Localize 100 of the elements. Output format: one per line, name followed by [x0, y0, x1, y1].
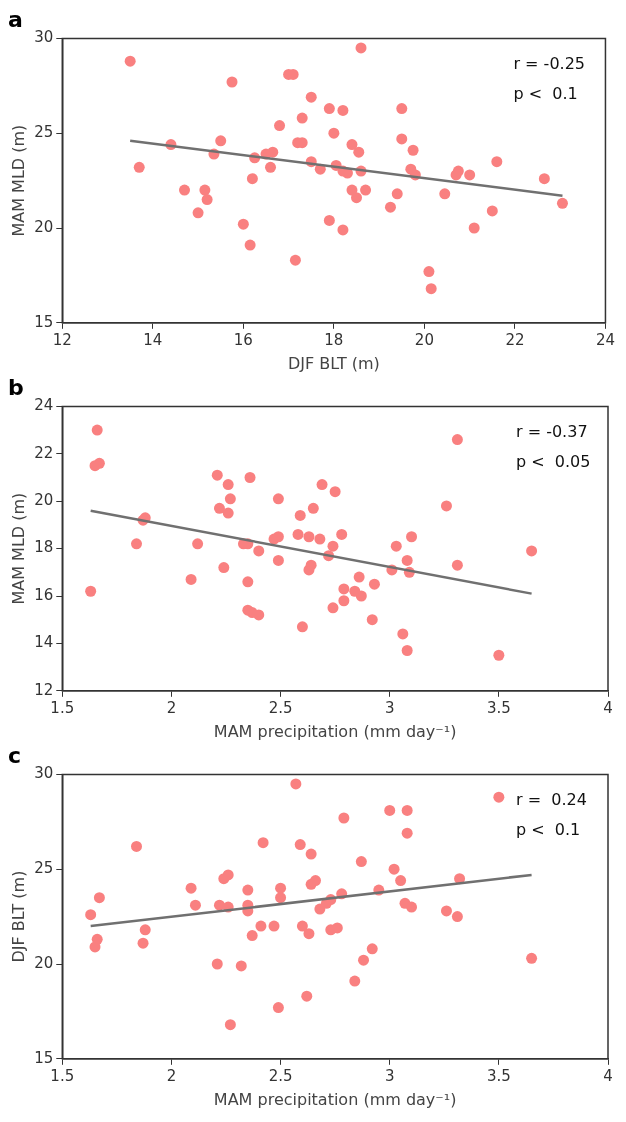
- point: [316, 479, 328, 491]
- point: [272, 1002, 284, 1014]
- chart-title: a: [8, 6, 23, 32]
- point: [253, 609, 265, 621]
- point: [310, 875, 321, 887]
- point: [451, 911, 463, 923]
- y-tick-label: 20: [34, 491, 54, 510]
- point: [272, 531, 284, 543]
- point: [396, 103, 408, 115]
- point: [307, 502, 319, 514]
- point: [401, 554, 413, 566]
- y-axis-title: MAM MLD (m): [8, 492, 28, 605]
- point: [451, 559, 463, 571]
- x-axis-title: MAM precipitation (mm day⁻¹): [213, 721, 457, 741]
- y-tick-label: 25: [34, 859, 54, 878]
- point: [305, 848, 317, 860]
- point: [329, 486, 341, 498]
- point: [93, 892, 105, 904]
- point: [131, 840, 142, 852]
- point: [337, 104, 349, 116]
- x-tick-label: 2: [166, 1066, 177, 1085]
- point: [253, 545, 265, 557]
- point: [91, 424, 103, 436]
- point: [201, 194, 213, 206]
- point: [391, 188, 403, 200]
- point: [139, 924, 151, 936]
- point: [218, 562, 230, 574]
- point: [358, 954, 370, 966]
- point: [323, 103, 335, 115]
- point: [137, 937, 149, 949]
- y-tick-label: 15: [34, 312, 54, 331]
- point: [124, 55, 136, 67]
- point: [305, 91, 317, 103]
- x-tick-label: 3: [384, 698, 395, 717]
- point: [366, 614, 378, 626]
- point: [468, 222, 480, 234]
- point: [131, 538, 142, 550]
- point: [491, 156, 503, 168]
- point: [246, 173, 258, 185]
- x-axis-title: DJF BLT (m): [287, 353, 380, 373]
- y-tick-label: 22: [34, 443, 54, 462]
- point: [407, 144, 419, 156]
- point: [303, 928, 315, 940]
- point: [213, 502, 225, 514]
- point: [222, 869, 234, 881]
- y-tick-label: 20: [34, 953, 54, 972]
- point: [323, 214, 335, 226]
- y-axis-title: DJF BLT (m): [8, 870, 28, 963]
- x-tick-label: 16: [233, 330, 253, 349]
- y-tick-label: 20: [34, 217, 54, 236]
- point: [267, 146, 279, 158]
- point: [355, 42, 367, 54]
- point: [396, 133, 408, 145]
- point: [314, 533, 326, 545]
- point: [215, 135, 227, 147]
- point: [275, 892, 287, 904]
- annotation: r = -0.25: [513, 53, 586, 73]
- x-tick-label: 2.5: [268, 1066, 293, 1085]
- point: [85, 585, 97, 597]
- annotation: r = -0.37: [516, 421, 588, 441]
- point: [93, 457, 105, 469]
- annotation: r = 0.24: [516, 789, 587, 809]
- x-tick-label: 4: [603, 698, 613, 717]
- point: [538, 173, 550, 185]
- point: [452, 165, 464, 177]
- point: [290, 778, 302, 790]
- point: [296, 920, 308, 932]
- point: [401, 645, 413, 657]
- x-tick-label: 14: [143, 330, 163, 349]
- point: [289, 254, 301, 266]
- point: [224, 1019, 236, 1031]
- point: [274, 120, 286, 132]
- point: [257, 837, 269, 849]
- point: [222, 479, 234, 491]
- x-tick-label: 3: [384, 1066, 395, 1085]
- point: [294, 839, 306, 851]
- point: [351, 192, 362, 204]
- point: [397, 628, 409, 640]
- point: [246, 930, 258, 942]
- point: [292, 528, 304, 540]
- point: [384, 201, 396, 213]
- point: [268, 920, 280, 932]
- point: [328, 127, 340, 139]
- point: [353, 571, 365, 583]
- point: [242, 884, 254, 896]
- point: [390, 540, 402, 552]
- point: [272, 554, 284, 566]
- point: [296, 112, 308, 124]
- point: [423, 266, 435, 278]
- y-tick-label: 15: [34, 1048, 54, 1067]
- chart-title: c: [8, 742, 22, 768]
- y-tick-label: 30: [34, 28, 54, 47]
- x-tick-label: 20: [414, 330, 434, 349]
- point: [85, 909, 97, 921]
- point: [211, 958, 223, 970]
- point: [355, 590, 367, 602]
- point: [336, 528, 348, 540]
- point: [244, 472, 256, 483]
- point: [133, 161, 145, 173]
- point: [384, 804, 396, 816]
